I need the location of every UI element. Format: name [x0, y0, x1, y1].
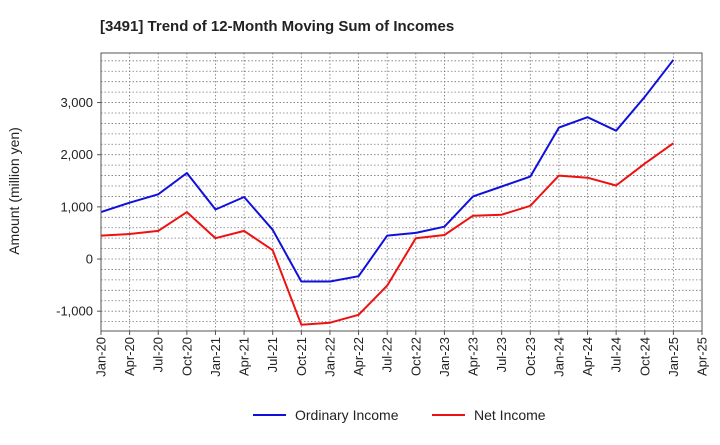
x-tick-label: Jul-22 [380, 337, 395, 372]
x-tick-label: Jan-20 [94, 337, 109, 377]
series-lines [100, 59, 675, 326]
y-tick-label: 2,000 [60, 147, 93, 162]
x-tick-label: Oct-20 [179, 337, 194, 376]
x-tick-label: Jan-21 [208, 337, 223, 377]
plot-area [100, 52, 703, 332]
x-tick-label: Oct-24 [637, 337, 652, 376]
legend-label-ordinary-income: Ordinary Income [295, 407, 399, 423]
x-tick-label: Oct-22 [408, 337, 423, 376]
x-tick-label: Jul-24 [609, 337, 624, 372]
y-tick-label: 0 [86, 252, 93, 267]
chart-title: [3491] Trend of 12-Month Moving Sum of I… [100, 18, 454, 35]
y-axis-label: Amount (million yen) [6, 127, 22, 255]
x-tick-label: Jul-21 [265, 337, 280, 372]
legend: Ordinary Income Net Income [253, 407, 546, 423]
y-axis-ticks: -1,000 0 1,000 2,000 3,000 [56, 95, 101, 319]
x-tick-label: Jul-20 [151, 337, 166, 372]
grid [101, 53, 702, 331]
x-tick-label: Jan-22 [322, 337, 337, 377]
x-tick-label: Oct-21 [294, 337, 309, 376]
y-tick-label: -1,000 [56, 304, 93, 319]
x-tick-label: Apr-21 [237, 337, 252, 376]
x-tick-label: Apr-23 [466, 337, 481, 376]
x-axis-ticks: Jan-20 Apr-20 Jul-20 Oct-20 Jan-21 Apr-21 Jul-… [94, 331, 710, 377]
x-tick-label: Jan-23 [437, 337, 452, 377]
x-tick-label: Apr-22 [351, 337, 366, 376]
y-tick-label: 3,000 [60, 95, 93, 110]
x-tick-label: Jan-25 [666, 337, 681, 377]
x-tick-label: Apr-20 [122, 337, 137, 376]
y-tick-label: 1,000 [60, 199, 93, 214]
legend-label-net-income: Net Income [474, 407, 546, 423]
x-tick-label: Apr-24 [580, 337, 595, 376]
x-tick-label: Jan-24 [551, 337, 566, 377]
x-tick-label: Oct-23 [523, 337, 538, 376]
x-tick-label: Jul-23 [494, 337, 509, 372]
series-line-net-income [100, 142, 674, 326]
x-tick-label: Apr-25 [695, 337, 710, 376]
series-line-ordinary-income [100, 59, 675, 283]
